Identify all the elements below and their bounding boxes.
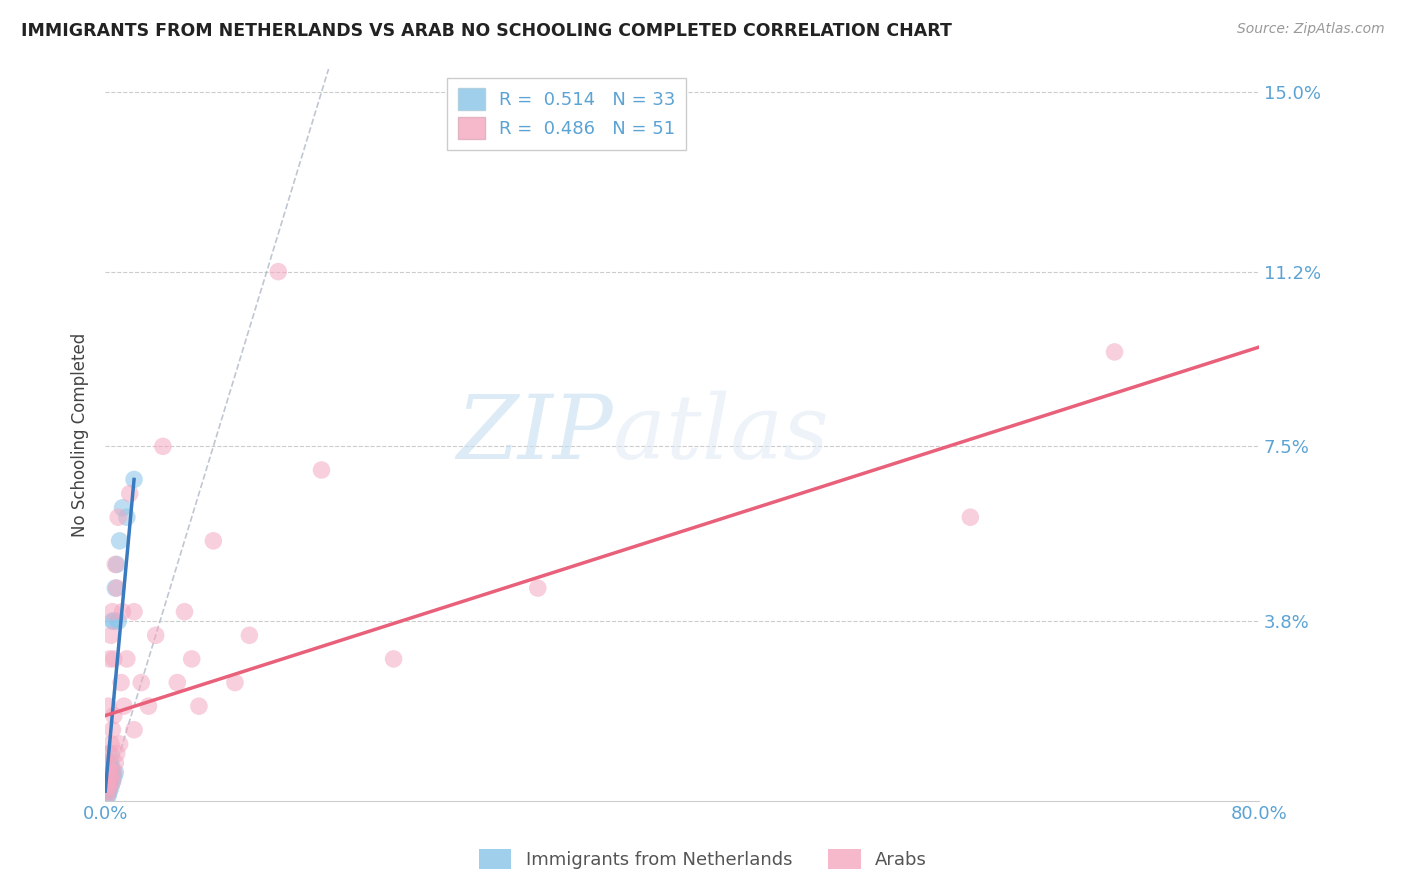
Point [103,770,125,784]
Point [224,675,246,690]
Text: IMMIGRANTS FROM NETHERLANDS VS ARAB NO SCHOOLING COMPLETED CORRELATION CHART: IMMIGRANTS FROM NETHERLANDS VS ARAB NO S… [21,22,952,40]
Point [96,789,118,803]
Point [122,472,145,486]
Point [138,699,160,714]
Point [101,614,124,628]
Point [100,780,122,794]
Point [105,581,128,595]
Point [267,265,290,279]
Point [107,614,129,628]
Point [108,533,131,548]
Point [103,652,125,666]
Point [166,675,188,690]
Point [96,770,118,784]
Point [100,756,122,770]
Point [311,463,333,477]
Point [129,675,152,690]
Text: atlas: atlas [613,391,828,478]
Point [105,747,128,761]
Point [100,760,122,774]
Point [97,756,120,770]
Point [98,765,121,780]
Point [98,780,121,794]
Point [103,708,125,723]
Point [959,510,981,524]
Point [108,737,131,751]
Legend: R =  0.514   N = 33, R =  0.486   N = 51: R = 0.514 N = 33, R = 0.486 N = 51 [447,78,686,150]
Point [98,765,121,780]
Point [238,628,260,642]
Point [382,652,405,666]
Point [97,774,120,789]
Point [96,756,118,770]
Point [96,784,118,798]
Point [96,789,118,803]
Point [97,784,120,798]
Point [526,581,548,595]
Point [100,770,122,784]
Point [122,723,145,737]
Point [97,774,120,789]
Point [100,737,122,751]
Point [100,770,122,784]
Point [145,628,167,642]
Point [97,789,120,803]
Point [103,614,125,628]
Text: ZIP: ZIP [456,391,613,478]
Point [111,605,134,619]
Point [96,780,118,794]
Point [96,770,118,784]
Point [97,699,120,714]
Point [107,510,129,524]
Point [115,652,138,666]
Point [98,652,121,666]
Point [101,774,124,789]
Point [104,756,127,770]
Point [1104,345,1126,359]
Legend: Immigrants from Netherlands, Arabs: Immigrants from Netherlands, Arabs [470,839,936,879]
Point [97,770,120,784]
Point [118,486,141,500]
Point [100,628,122,642]
Point [97,765,120,780]
Point [96,780,118,794]
Point [202,533,225,548]
Point [104,581,127,595]
Point [122,605,145,619]
Y-axis label: No Schooling Completed: No Schooling Completed [72,333,89,537]
Point [111,500,134,515]
Point [112,699,135,714]
Point [103,765,125,780]
Point [173,605,195,619]
Point [110,675,132,690]
Point [105,558,128,572]
Point [98,784,121,798]
Point [101,774,124,789]
Point [101,723,124,737]
Point [98,780,121,794]
Point [104,558,127,572]
Point [96,760,118,774]
Point [180,652,202,666]
Point [187,699,209,714]
Point [97,784,120,798]
Point [98,774,121,789]
Text: Source: ZipAtlas.com: Source: ZipAtlas.com [1237,22,1385,37]
Point [101,765,124,780]
Point [98,747,121,761]
Point [98,747,121,761]
Point [115,510,138,524]
Point [97,760,120,774]
Point [101,605,124,619]
Point [104,765,127,780]
Point [152,439,174,453]
